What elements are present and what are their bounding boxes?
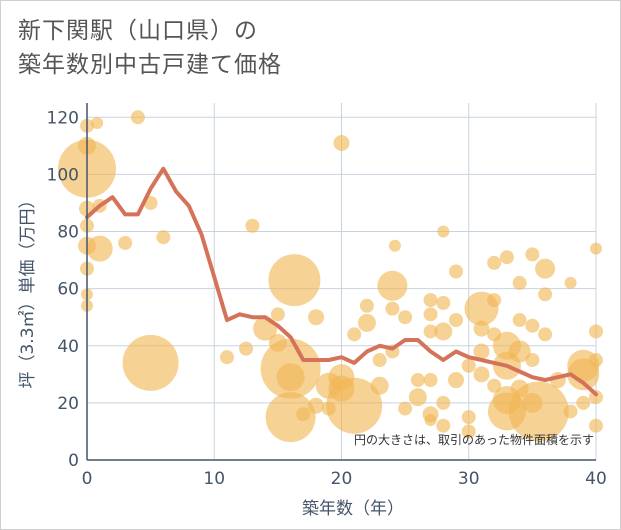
data-bubble	[487, 293, 502, 308]
data-bubble	[423, 373, 438, 388]
axes	[86, 103, 596, 461]
data-bubble	[398, 401, 413, 416]
data-bubble	[563, 404, 578, 419]
average-price-line	[85, 166, 598, 397]
data-bubble	[308, 309, 325, 326]
data-bubble	[434, 322, 453, 341]
data-bubble	[296, 407, 311, 422]
data-bubble	[449, 264, 464, 279]
data-bubble	[268, 254, 321, 307]
data-bubble	[357, 313, 376, 332]
data-bubble	[461, 410, 476, 425]
data-bubble	[122, 334, 179, 391]
y-tick-label: 120	[47, 108, 79, 128]
data-bubble	[473, 343, 490, 360]
data-bubble	[508, 340, 531, 363]
data-bubble	[535, 258, 556, 279]
data-bubble	[473, 320, 490, 337]
data-bubble	[436, 418, 451, 433]
y-axis-label: 坪（3.3㎡）単価（万円）	[18, 191, 38, 388]
x-tick-label: 10	[203, 469, 225, 489]
data-bubble	[239, 341, 254, 356]
x-tick-label: 40	[585, 469, 607, 489]
x-axis-label: 築年数（年）	[302, 499, 404, 519]
data-bubble	[410, 373, 425, 388]
data-bubble	[333, 134, 350, 151]
y-tick-label: 60	[57, 280, 79, 300]
data-bubble	[449, 313, 464, 328]
data-bubble	[245, 218, 260, 233]
data-bubble	[512, 275, 527, 290]
data-bubble	[525, 353, 540, 368]
data-bubble	[437, 225, 450, 238]
title-line-2: 築年数別中古戸建て価格	[18, 52, 282, 78]
data-bubble	[270, 307, 285, 322]
data-bubble	[265, 392, 316, 443]
y-tick-label: 0	[68, 451, 79, 471]
y-tick-label: 100	[47, 165, 79, 185]
data-bubble	[538, 287, 553, 302]
data-bubble	[576, 395, 591, 410]
chart-title: 新下関駅（山口県）の 築年数別中古戸建て価格	[18, 14, 282, 82]
data-bubble	[564, 276, 577, 289]
data-bubble	[525, 247, 540, 262]
data-bubble	[499, 250, 514, 265]
data-bubble	[424, 414, 437, 427]
data-bubble	[423, 324, 438, 339]
x-tick-label: 30	[458, 469, 480, 489]
data-bubble	[118, 235, 133, 250]
data-bubble	[589, 324, 603, 339]
data-bubble	[276, 363, 305, 392]
x-tick-label: 20	[331, 469, 353, 489]
data-bubble	[398, 310, 413, 325]
data-bubble	[461, 358, 476, 373]
y-tick-label: 40	[57, 337, 79, 357]
data-bubble	[408, 388, 427, 407]
data-bubble	[359, 298, 374, 313]
data-bubble	[538, 327, 553, 342]
data-bubble	[589, 418, 603, 433]
data-bubble	[448, 372, 465, 389]
data-bubble	[372, 353, 387, 368]
data-bubble	[487, 255, 502, 270]
data-bubble	[423, 293, 438, 308]
data-bubble	[370, 376, 389, 395]
y-tick-label: 20	[57, 394, 79, 414]
data-bubble	[461, 424, 476, 439]
data-bubble	[512, 313, 527, 328]
size-annotation: 円の大きさは、取引のあった物件面積を示す	[354, 432, 594, 447]
bubble-layer	[58, 110, 603, 443]
x-tick-label: 0	[82, 469, 93, 489]
data-bubble	[436, 395, 451, 410]
line-layer	[85, 166, 598, 397]
data-bubble	[347, 327, 362, 342]
data-bubble	[91, 116, 104, 129]
data-bubble	[423, 307, 438, 322]
data-bubble	[473, 366, 490, 383]
data-bubble	[377, 270, 408, 301]
title-line-1: 新下関駅（山口県）の	[18, 18, 258, 44]
data-bubble	[589, 353, 603, 368]
data-bubble	[388, 239, 401, 252]
data-bubble	[436, 295, 451, 310]
tick-labels: 0 10 20 30 40 0 20 40 60 80 100 120	[47, 108, 607, 489]
data-bubble	[86, 235, 113, 262]
data-bubble	[308, 397, 325, 414]
data-bubble	[525, 318, 540, 333]
data-bubble	[487, 378, 502, 393]
data-bubble	[156, 230, 171, 245]
y-tick-label: 80	[57, 223, 79, 243]
data-bubble	[130, 110, 145, 125]
data-bubble	[590, 242, 602, 255]
data-bubble	[567, 358, 600, 391]
data-bubble	[508, 381, 569, 442]
data-bubble	[385, 301, 400, 316]
data-bubble	[326, 377, 383, 434]
data-bubble	[219, 350, 234, 365]
